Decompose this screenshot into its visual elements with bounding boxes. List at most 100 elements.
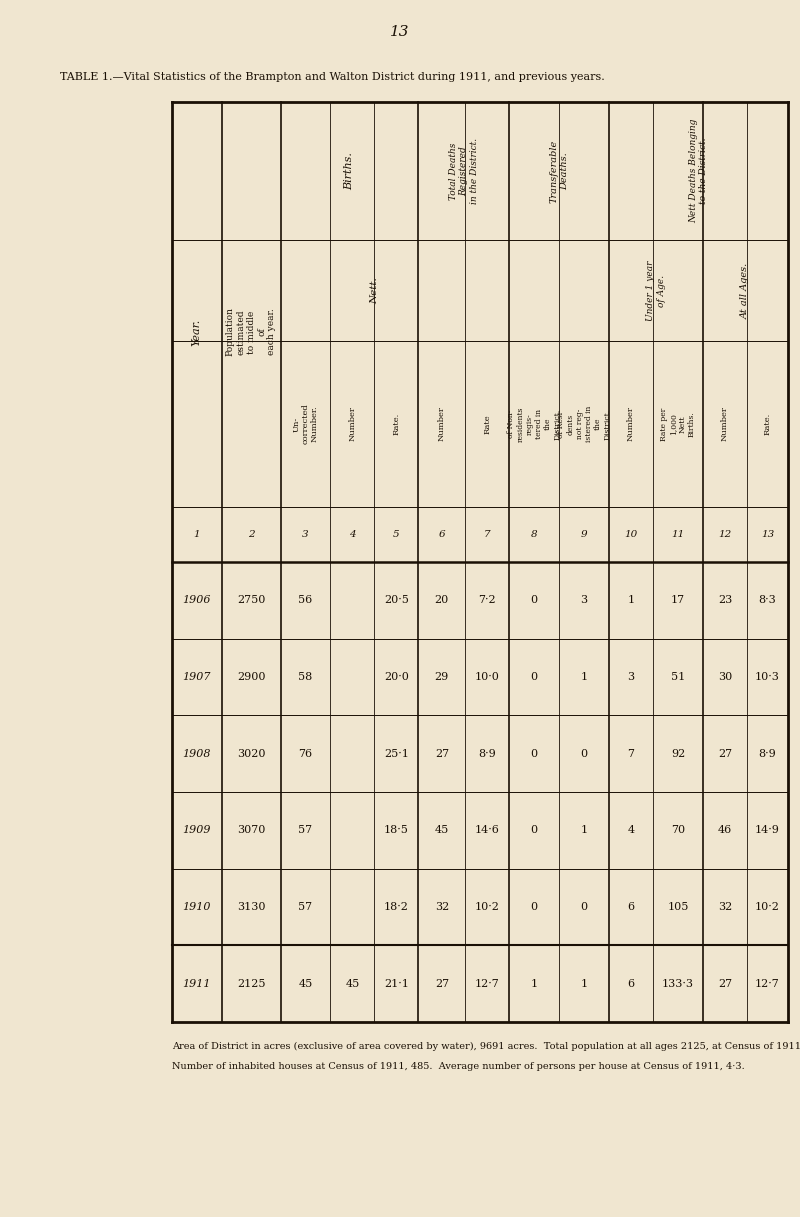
Text: 1910: 1910 <box>182 902 211 912</box>
Text: 18·2: 18·2 <box>384 902 409 912</box>
Text: 76: 76 <box>298 748 313 758</box>
Text: Year.: Year. <box>192 319 202 346</box>
Text: 8·9: 8·9 <box>478 748 496 758</box>
Text: 46: 46 <box>718 825 732 835</box>
Text: 20·0: 20·0 <box>384 672 409 682</box>
Text: 1: 1 <box>627 595 634 605</box>
Text: 13: 13 <box>761 529 774 539</box>
Text: of Resi-
dents
not reg-
istered in
the
District.: of Resi- dents not reg- istered in the D… <box>557 405 611 442</box>
Text: 6: 6 <box>438 529 445 539</box>
Text: 3070: 3070 <box>237 825 266 835</box>
Text: 23: 23 <box>718 595 732 605</box>
Text: 0: 0 <box>530 825 538 835</box>
Text: 11: 11 <box>671 529 685 539</box>
Text: Number: Number <box>438 406 446 442</box>
Text: 0: 0 <box>530 748 538 758</box>
Text: Nett.: Nett. <box>370 277 379 304</box>
Text: Transferable
Deaths.: Transferable Deaths. <box>550 140 569 202</box>
Text: 3130: 3130 <box>237 902 266 912</box>
Text: 1: 1 <box>581 825 588 835</box>
Text: 10·3: 10·3 <box>755 672 780 682</box>
Text: 14·6: 14·6 <box>475 825 500 835</box>
Text: Population
estimated
to middle
of
each year.: Population estimated to middle of each y… <box>226 308 277 357</box>
Text: 1909: 1909 <box>182 825 211 835</box>
Text: 1906: 1906 <box>182 595 211 605</box>
Text: 1908: 1908 <box>182 748 211 758</box>
Text: 6: 6 <box>627 902 634 912</box>
Text: 1: 1 <box>581 672 588 682</box>
Text: 133·3: 133·3 <box>662 978 694 988</box>
Text: Rate: Rate <box>483 414 491 433</box>
Text: Number of inhabited houses at Census of 1911, 485.  Average number of persons pe: Number of inhabited houses at Census of … <box>172 1062 745 1071</box>
Text: 8·9: 8·9 <box>758 748 776 758</box>
Text: Area of District in acres (exclusive of area covered by water), 9691 acres.  Tot: Area of District in acres (exclusive of … <box>172 1042 800 1051</box>
Text: 1: 1 <box>194 529 200 539</box>
Text: Rate per
1,000
Nett
Births.: Rate per 1,000 Nett Births. <box>660 408 696 441</box>
Text: 4: 4 <box>627 825 634 835</box>
Text: 20: 20 <box>434 595 449 605</box>
Text: Under 1 year
of Age.: Under 1 year of Age. <box>646 260 666 321</box>
Text: 4: 4 <box>349 529 356 539</box>
Text: 7: 7 <box>484 529 490 539</box>
Text: 1: 1 <box>530 978 538 988</box>
Text: of Non-
residents
regis-
tered in
the
District.: of Non- residents regis- tered in the Di… <box>507 406 562 442</box>
Text: 1911: 1911 <box>182 978 211 988</box>
Text: 21·1: 21·1 <box>384 978 409 988</box>
Text: 25·1: 25·1 <box>384 748 409 758</box>
Text: 13: 13 <box>390 26 410 39</box>
Text: 8·3: 8·3 <box>758 595 776 605</box>
Text: 8: 8 <box>531 529 538 539</box>
Text: 18·5: 18·5 <box>384 825 409 835</box>
Text: 0: 0 <box>530 595 538 605</box>
Text: 10·2: 10·2 <box>755 902 780 912</box>
Text: 51: 51 <box>671 672 685 682</box>
Text: 17: 17 <box>671 595 685 605</box>
Text: 9: 9 <box>581 529 587 539</box>
Text: TABLE 1.—Vital Statistics of the Brampton and Walton District during 1911, and p: TABLE 1.—Vital Statistics of the Brampto… <box>60 72 605 82</box>
Text: 2: 2 <box>248 529 254 539</box>
Text: 105: 105 <box>667 902 689 912</box>
Text: 32: 32 <box>434 902 449 912</box>
Text: 30: 30 <box>718 672 732 682</box>
Text: At all Ages.: At all Ages. <box>741 263 750 319</box>
Text: 92: 92 <box>671 748 685 758</box>
Text: 45: 45 <box>346 978 359 988</box>
Text: 57: 57 <box>298 902 313 912</box>
Text: 27: 27 <box>435 748 449 758</box>
Text: 29: 29 <box>434 672 449 682</box>
Text: Number: Number <box>349 406 357 442</box>
Text: 10: 10 <box>625 529 638 539</box>
Text: 57: 57 <box>298 825 313 835</box>
Text: 10·0: 10·0 <box>475 672 500 682</box>
Text: 0: 0 <box>581 902 588 912</box>
Text: 3: 3 <box>302 529 309 539</box>
Text: 1: 1 <box>581 978 588 988</box>
Text: Rate.: Rate. <box>763 413 771 436</box>
Text: 2750: 2750 <box>237 595 266 605</box>
Text: Nett Deaths Belonging
to the District.: Nett Deaths Belonging to the District. <box>689 119 708 223</box>
Text: 0: 0 <box>530 902 538 912</box>
Text: 0: 0 <box>530 672 538 682</box>
Text: 32: 32 <box>718 902 732 912</box>
Text: 27: 27 <box>435 978 449 988</box>
Text: 12·7: 12·7 <box>755 978 780 988</box>
Text: 56: 56 <box>298 595 313 605</box>
Text: Rate.: Rate. <box>393 413 401 436</box>
Text: Total Deaths
Registered
in the District.: Total Deaths Registered in the District. <box>449 138 478 204</box>
Text: 7: 7 <box>627 748 634 758</box>
Text: Number: Number <box>721 406 729 442</box>
Text: Births.: Births. <box>345 152 354 190</box>
Text: 14·9: 14·9 <box>755 825 780 835</box>
Text: 45: 45 <box>434 825 449 835</box>
Text: 20·5: 20·5 <box>384 595 409 605</box>
Text: 10·2: 10·2 <box>475 902 500 912</box>
Text: 1907: 1907 <box>182 672 211 682</box>
Text: 2125: 2125 <box>237 978 266 988</box>
Text: 5: 5 <box>393 529 400 539</box>
Text: 45: 45 <box>298 978 313 988</box>
Text: 0: 0 <box>581 748 588 758</box>
Text: 3020: 3020 <box>237 748 266 758</box>
Text: 3: 3 <box>581 595 588 605</box>
Text: Un-
corrected
Number.: Un- corrected Number. <box>292 404 318 444</box>
Text: 3: 3 <box>627 672 634 682</box>
